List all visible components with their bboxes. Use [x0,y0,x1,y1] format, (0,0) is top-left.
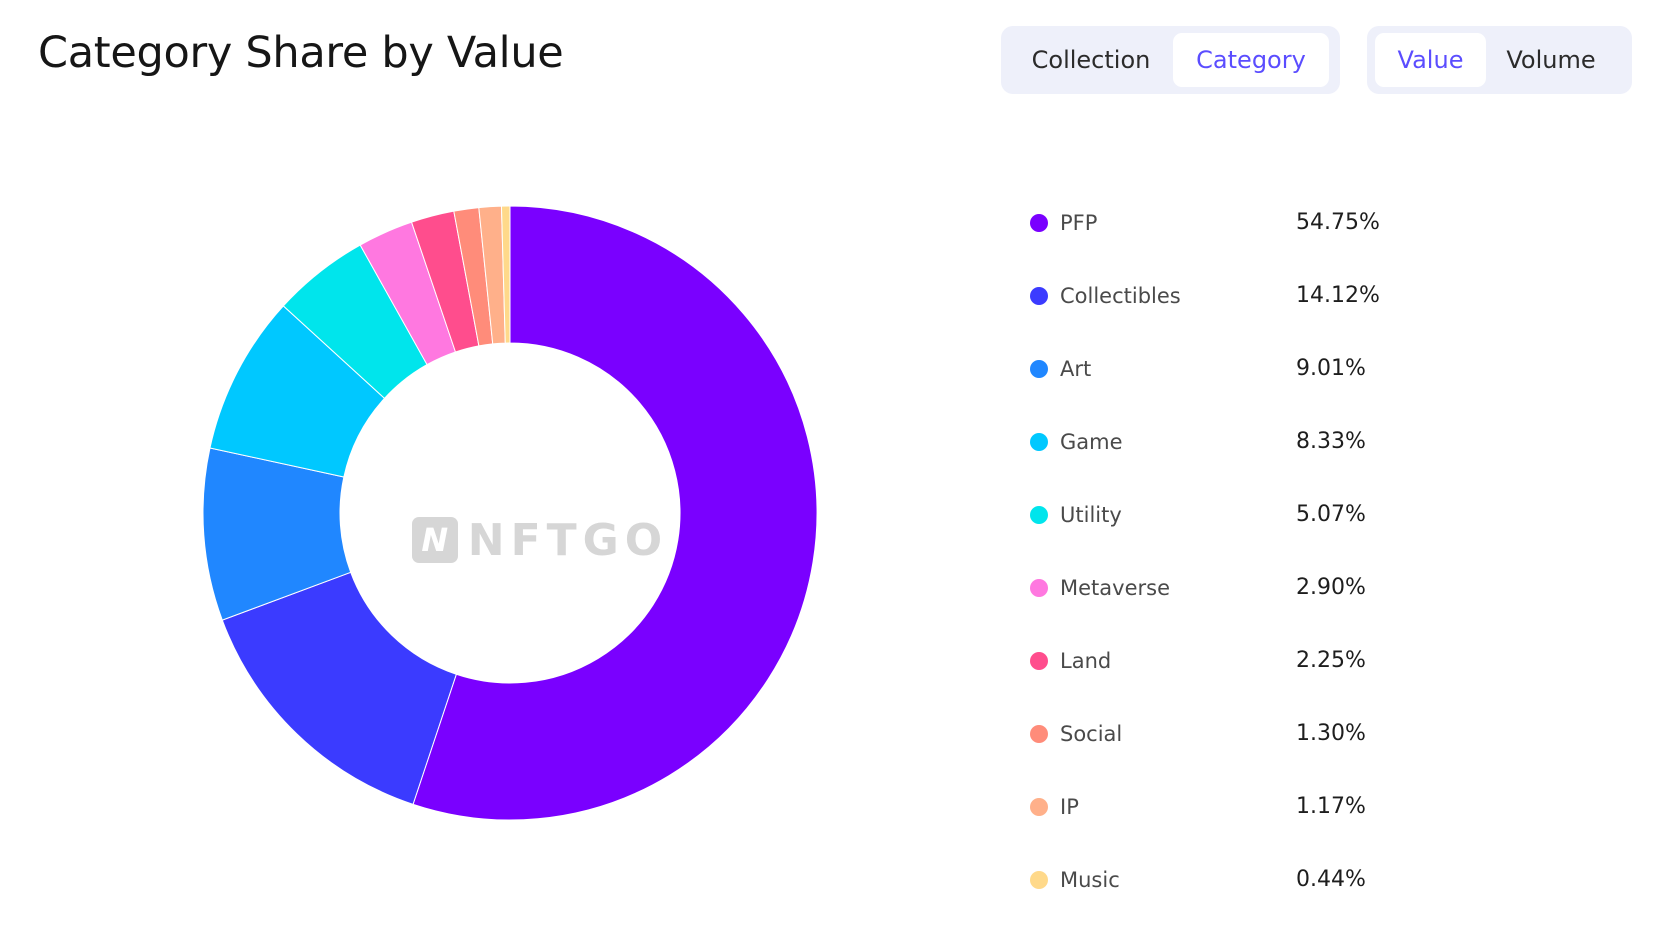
donut-slice-pfp[interactable] [412,205,818,821]
legend-label: Music [1060,867,1120,892]
legend-dot-icon [1030,797,1048,816]
category-toggle-button[interactable]: Category [1173,33,1329,87]
legend-value: 2.25% [1296,648,1366,673]
legend-dot-icon [1030,359,1048,378]
legend-dot-icon [1030,432,1048,451]
legend-value: 5.07% [1296,502,1366,527]
legend-label: Land [1060,648,1112,673]
legend-dot-icon [1030,651,1048,670]
legend-item[interactable]: Art 9.01% [1030,332,1450,405]
legend-label: IP [1060,794,1079,819]
page-title: Category Share by Value [38,28,564,78]
legend-label: Game [1060,429,1123,454]
legend-item[interactable]: Game 8.33% [1030,405,1450,478]
legend-item[interactable]: Social 1.30% [1030,697,1450,770]
legend-dot-icon [1030,724,1048,743]
legend-value: 14.12% [1296,283,1380,308]
legend-value: 54.75% [1296,210,1380,235]
legend-label: Art [1060,356,1092,381]
legend-item[interactable]: Music 0.44% [1030,843,1450,916]
legend-dot-icon [1030,578,1048,597]
legend-value: 0.44% [1296,867,1366,892]
legend-item[interactable]: PFP 54.75% [1030,186,1450,259]
legend-item[interactable]: Collectibles 14.12% [1030,259,1450,332]
legend-value: 1.17% [1296,794,1366,819]
legend-label: PFP [1060,210,1098,235]
legend-value: 8.33% [1296,429,1366,454]
donut-chart: N NFTGO [200,200,880,880]
chart-legend: PFP 54.75% Collectibles 14.12% Art 9.01% Game 8… [1030,186,1450,916]
donut-slice-music[interactable] [500,205,511,344]
legend-label: Utility [1060,502,1122,527]
legend-dot-icon [1030,213,1048,232]
legend-label: Social [1060,721,1123,746]
legend-dot-icon [1030,286,1048,305]
legend-item[interactable]: Land 2.25% [1030,624,1450,697]
volume-toggle-button[interactable]: Volume [1506,46,1596,74]
legend-label: Collectibles [1060,283,1181,308]
legend-dot-icon [1030,505,1048,524]
legend-dot-icon [1030,870,1048,889]
legend-value: 9.01% [1296,356,1366,381]
donut-chart-svg [202,205,818,821]
donut-slice-collectibles[interactable] [221,571,457,805]
legend-item[interactable]: IP 1.17% [1030,770,1450,843]
value-toggle-button[interactable]: Value [1375,33,1486,87]
metric-toggle: Value Volume [1367,26,1632,94]
legend-item[interactable]: Utility 5.07% [1030,478,1450,551]
legend-item[interactable]: Metaverse 2.90% [1030,551,1450,624]
collection-toggle-button[interactable]: Collection [1031,46,1151,74]
legend-value: 1.30% [1296,721,1366,746]
group-by-toggle: Collection Category [1001,26,1340,94]
legend-label: Metaverse [1060,575,1170,600]
legend-value: 2.90% [1296,575,1366,600]
